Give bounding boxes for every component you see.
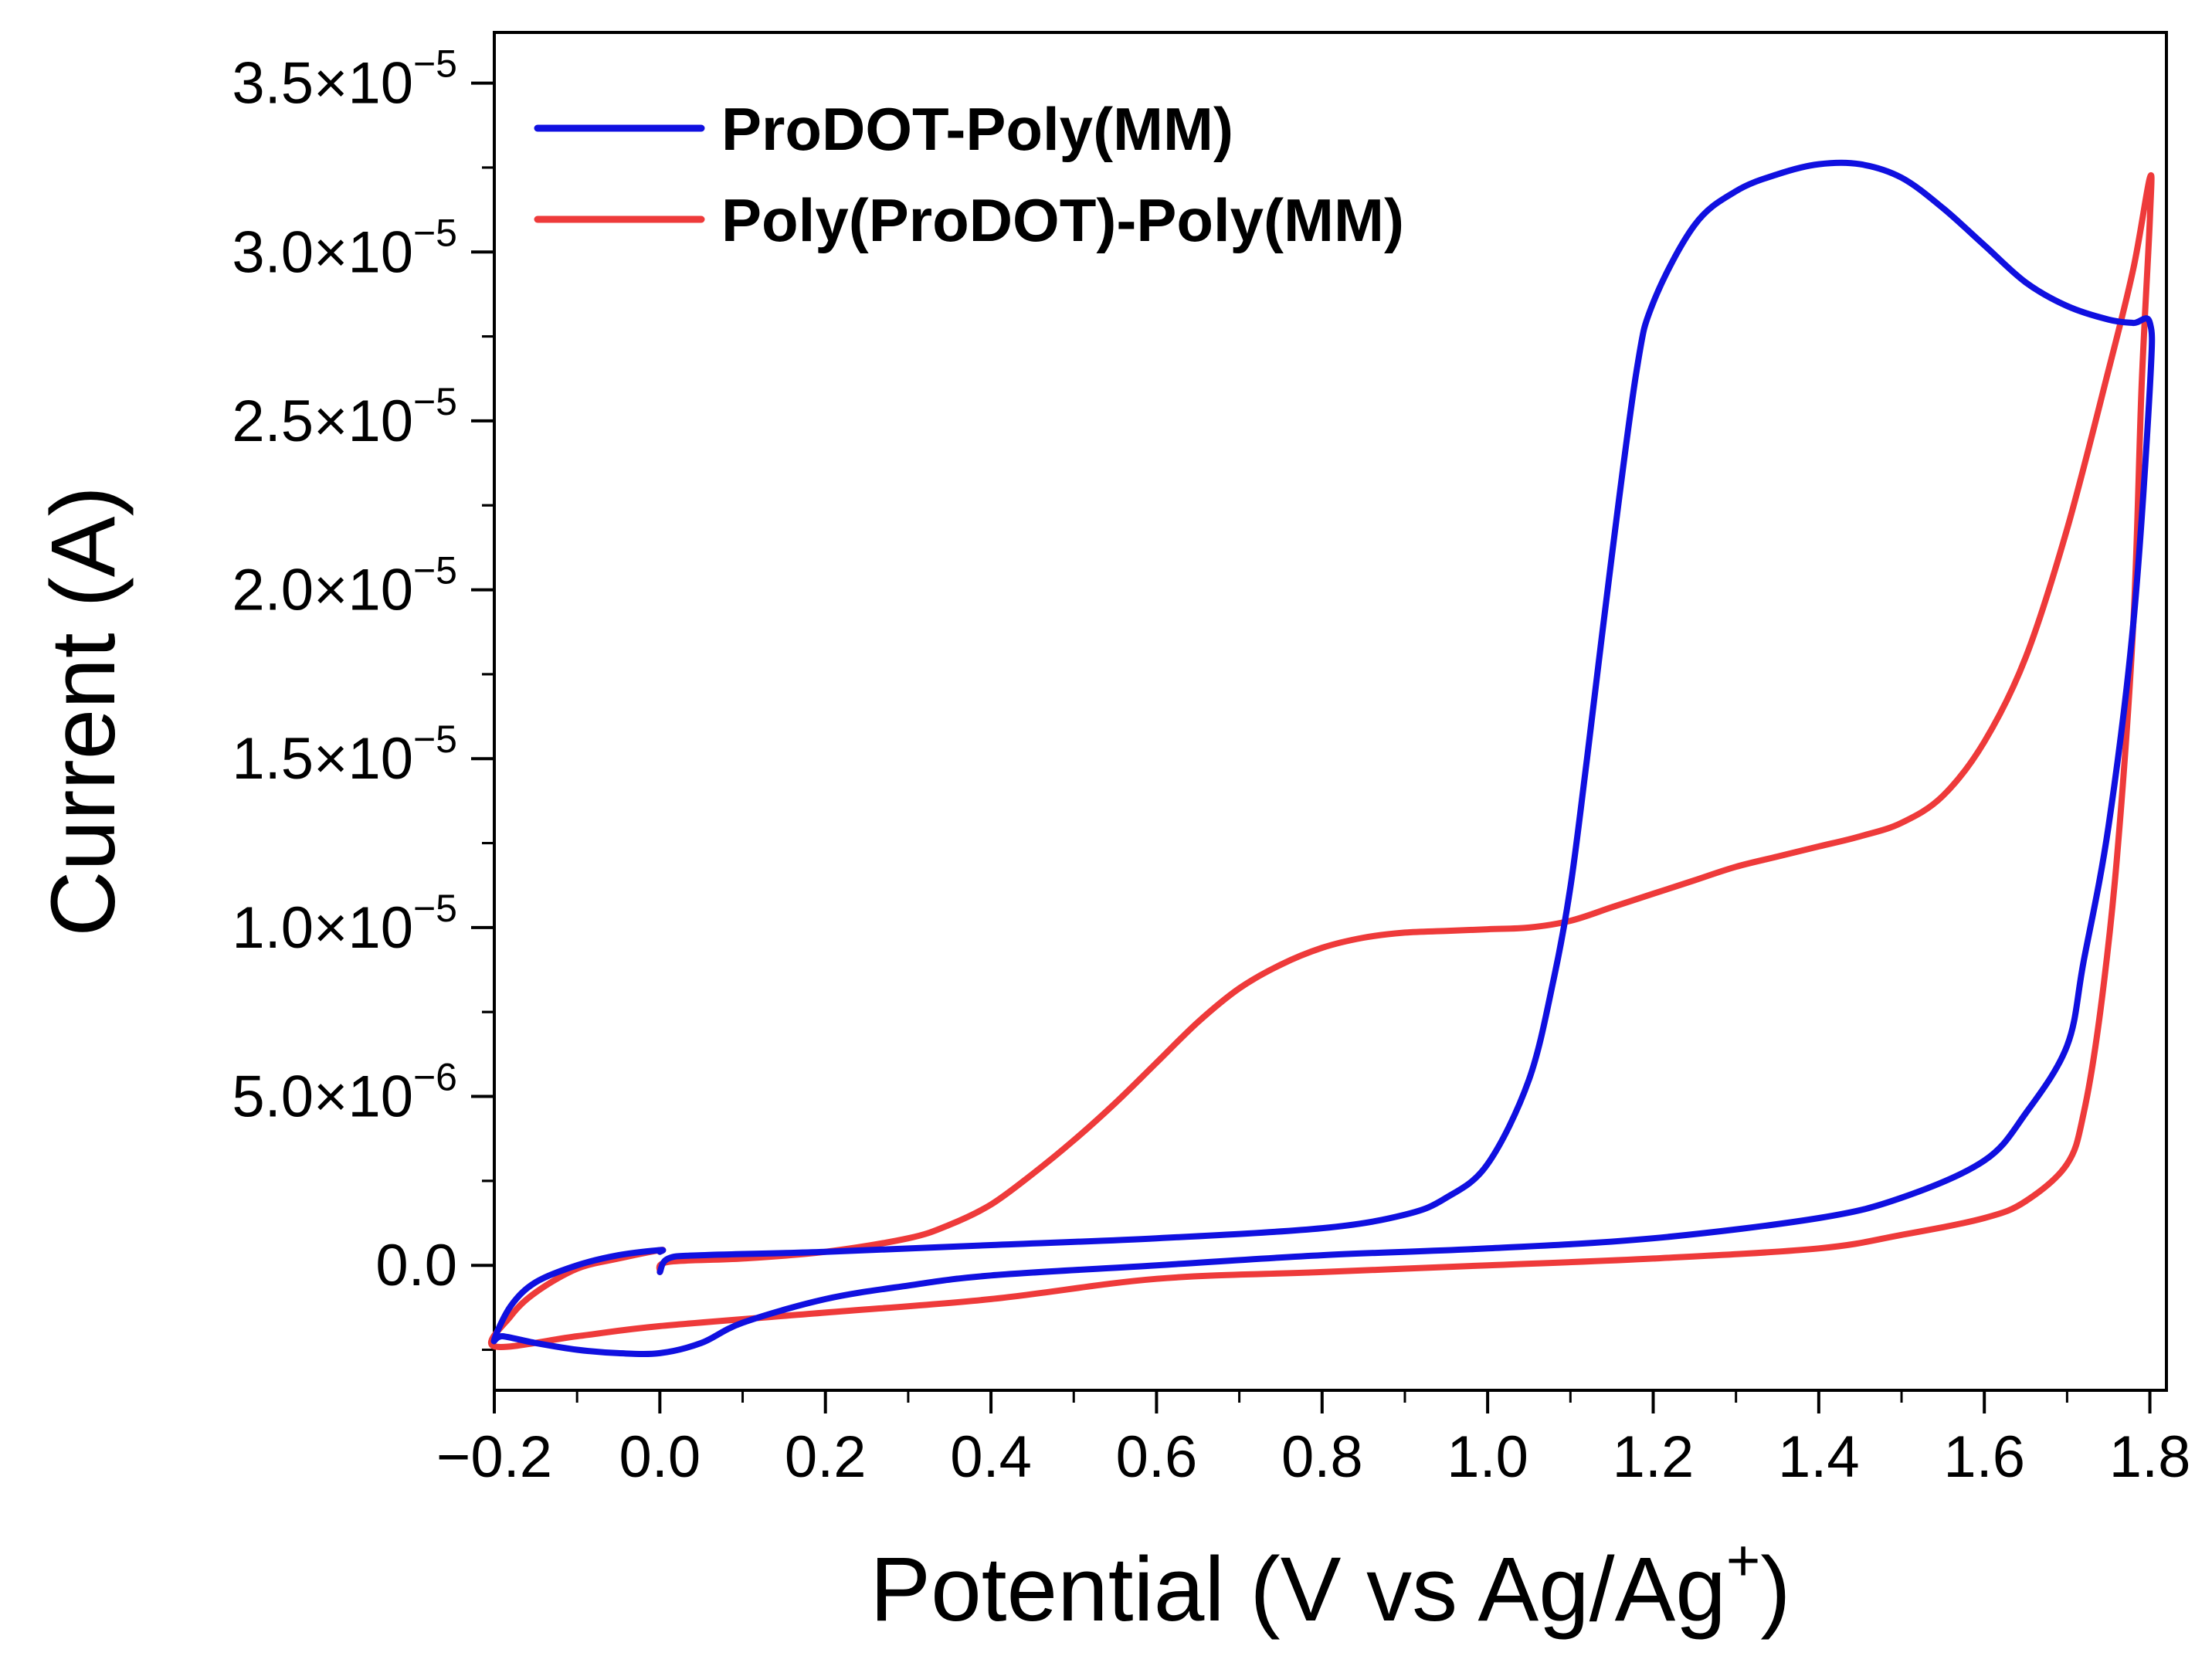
x-tick-label: 1.0 — [1447, 1424, 1528, 1490]
x-tick-label: 0.0 — [619, 1424, 701, 1490]
legend-label: ProDOT-Poly(MM) — [721, 95, 1233, 163]
x-tick-label: 0.4 — [950, 1424, 1032, 1490]
x-tick-label: 1.6 — [1943, 1424, 2025, 1490]
y-tick-label: 2.0×10−5 — [232, 549, 457, 623]
y-tick-label: 1.5×10−5 — [232, 718, 457, 792]
x-tick-label: −0.2 — [436, 1424, 552, 1490]
y-tick-label: 3.5×10−5 — [232, 42, 457, 117]
y-tick-label: 0.0 — [375, 1233, 457, 1298]
x-tick-label: 1.2 — [1613, 1424, 1695, 1490]
series-line-prodot-poly-mm — [490, 159, 2156, 1358]
y-axis-title: Current (A) — [32, 486, 134, 937]
x-tick-label: 0.8 — [1281, 1424, 1363, 1490]
x-axis-title-main: Potential (V vs Ag/Ag — [870, 1539, 1726, 1641]
y-tick-label: 1.0×10−5 — [232, 887, 457, 961]
series-line-poly-prodot-poly-mm — [488, 172, 2155, 1350]
x-axis-title: Potential (V vs Ag/Ag+) — [870, 1528, 1790, 1641]
x-tick-label: 0.2 — [785, 1424, 867, 1490]
x-tick-label: 1.8 — [2109, 1424, 2191, 1490]
x-axis: −0.2 0.0 0.2 0.4 0.6 0.8 1.0 1.2 1.4 1.6 1.8 — [436, 1390, 2190, 1490]
y-tick-label: 2.5×10−5 — [232, 380, 457, 454]
y-axis: 0.0 5.0×10−6 1.0×10−5 1.5×10−5 2.0×10−5 2.5×1… — [232, 42, 494, 1352]
x-tick-label: 1.4 — [1778, 1424, 1860, 1490]
legend: ProDOT-Poly(MM) Poly(ProDOT)-Poly(MM) — [534, 95, 1404, 254]
plot-area-frame — [493, 31, 2168, 1392]
y-tick-label: 5.0×10−6 — [232, 1056, 457, 1130]
legend-label: Poly(ProDOT)-Poly(MM) — [721, 186, 1404, 254]
x-axis-title-end: ) — [1760, 1539, 1790, 1641]
x-tick-label: 0.6 — [1116, 1424, 1198, 1490]
series-group — [488, 159, 2156, 1358]
y-tick-label: 3.0×10−5 — [232, 211, 457, 285]
x-axis-title-superscript: + — [1726, 1528, 1760, 1593]
